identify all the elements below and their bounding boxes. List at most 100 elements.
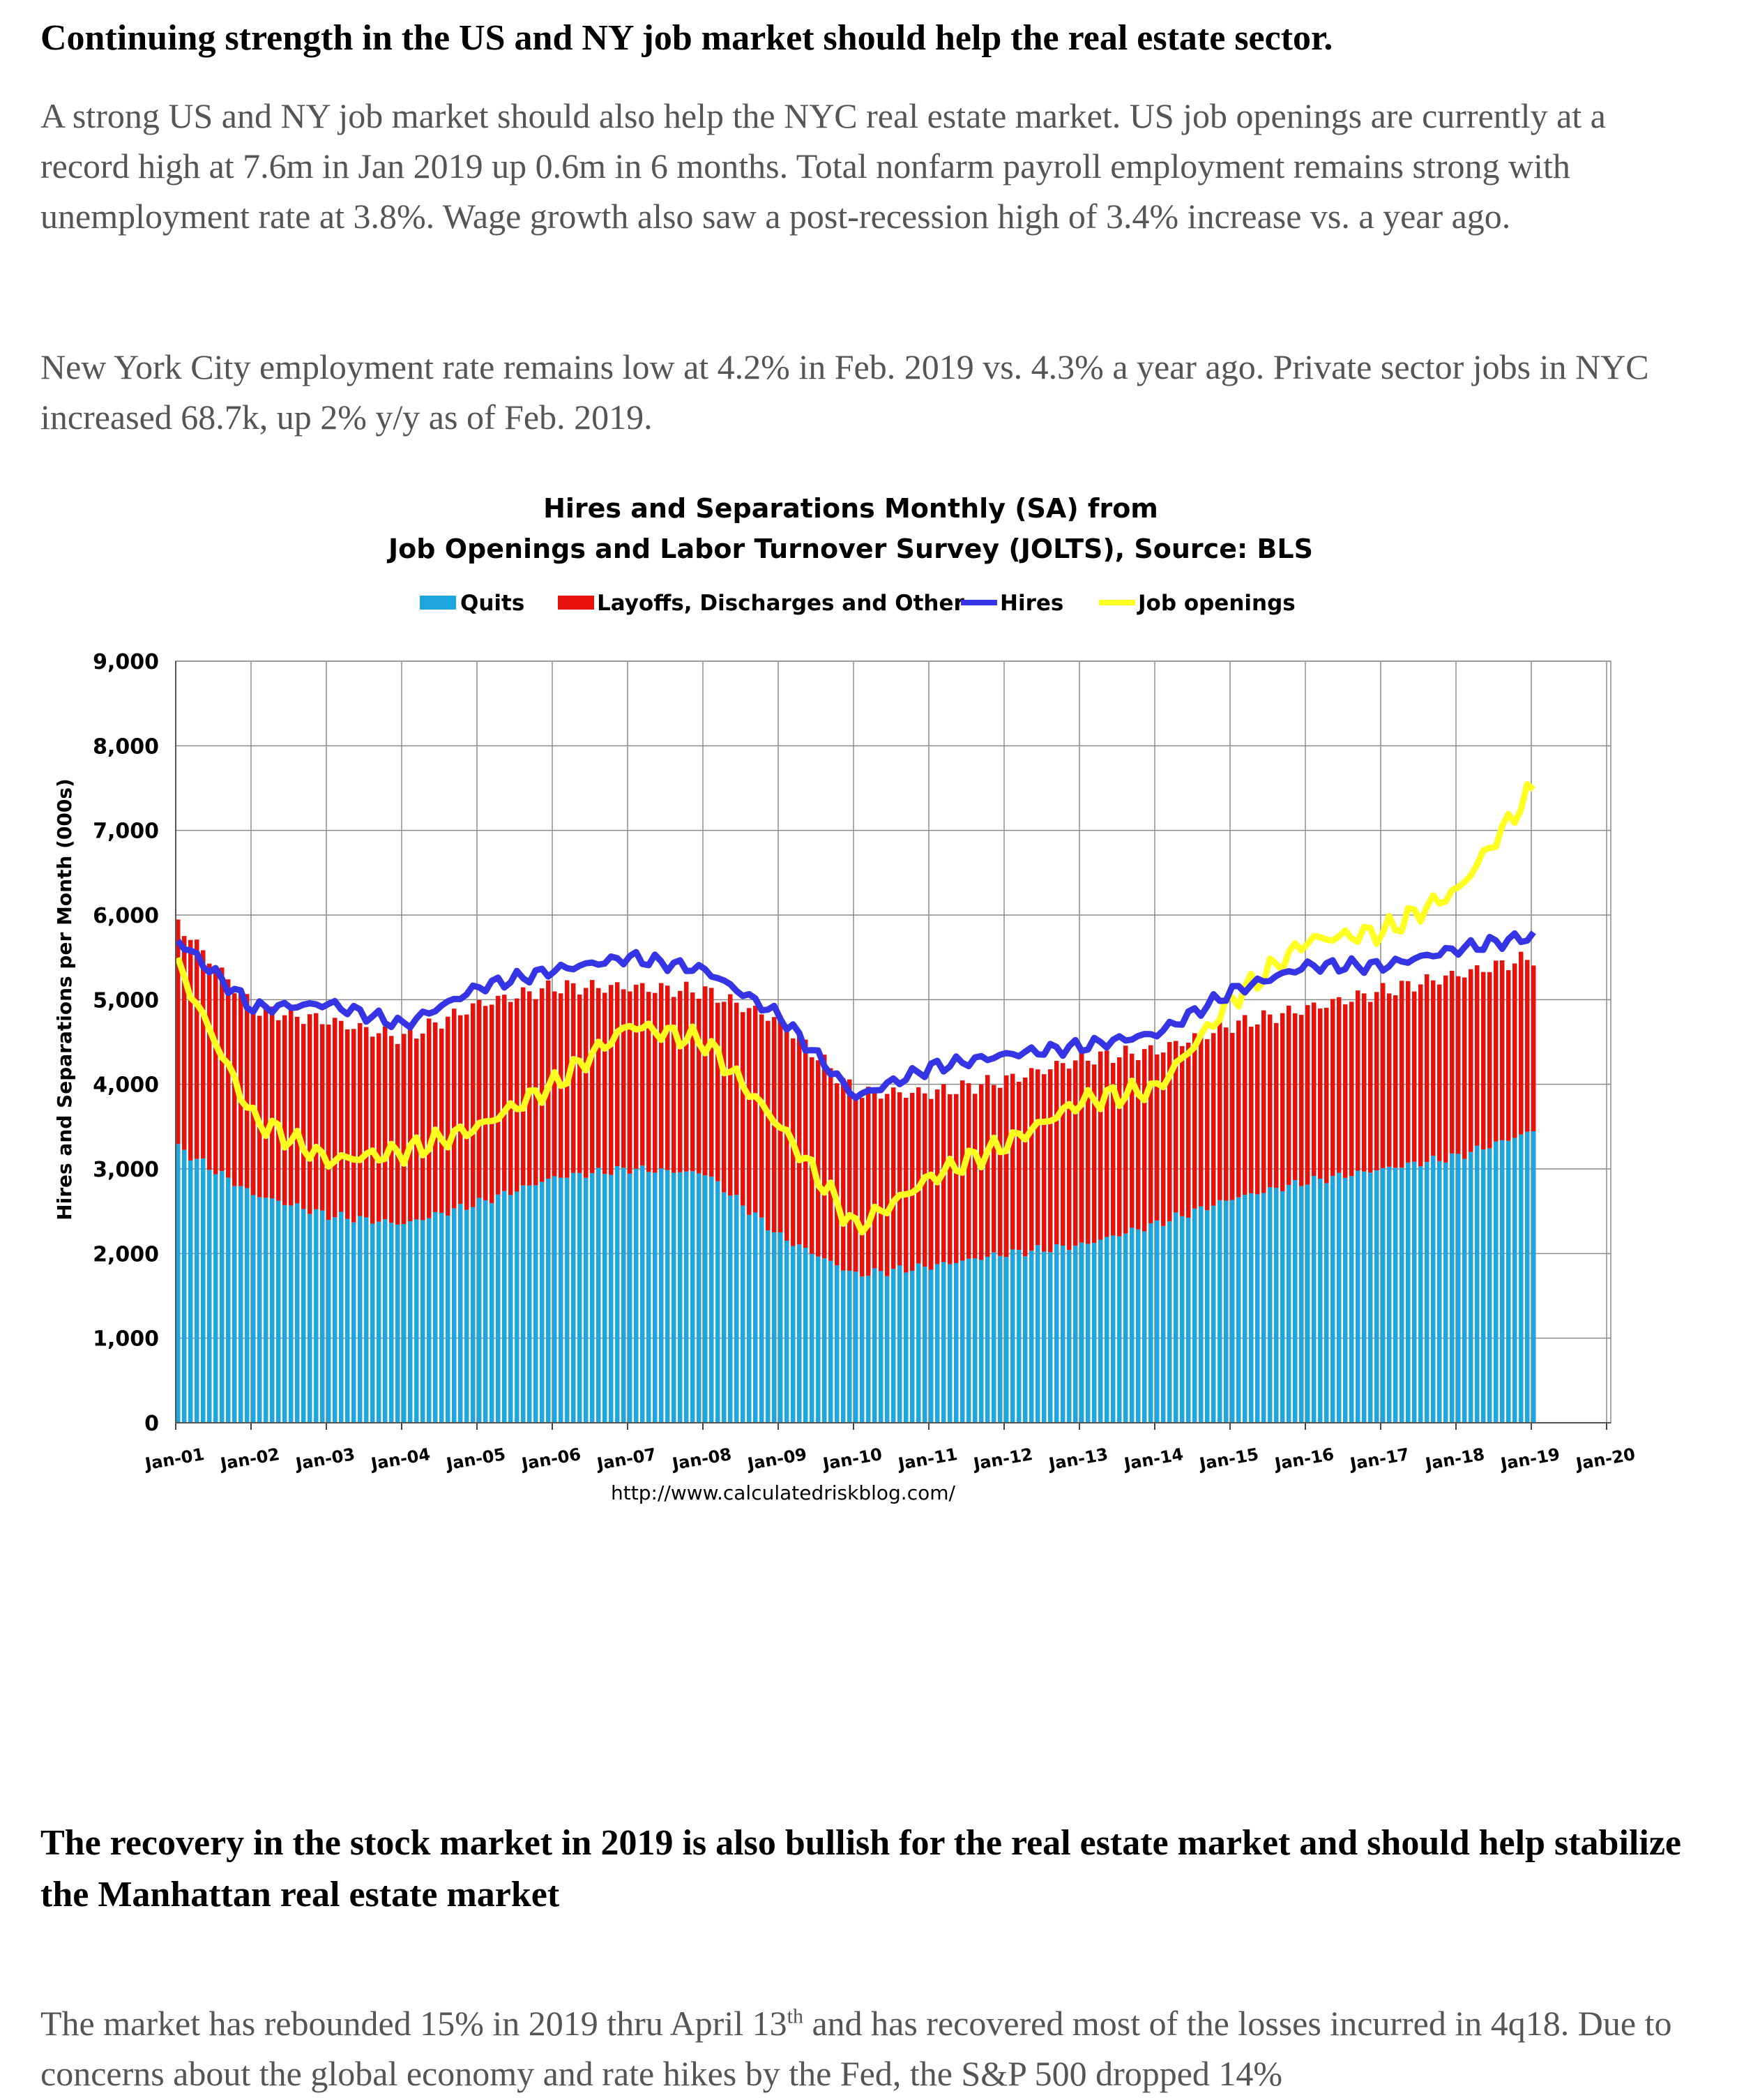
bar-quits [433,1211,438,1423]
bar-quits [232,1186,237,1423]
bar-quits [301,1209,306,1423]
bar-layoffs [1431,980,1436,1156]
bar-quits [395,1224,400,1423]
bar-layoffs [897,1092,902,1266]
bar-layoffs [759,1014,764,1218]
bar-layoffs [703,986,708,1176]
bar-quits [477,1198,482,1423]
bar-quits [1481,1149,1486,1423]
x-tick-label: Jan-17 [1347,1444,1411,1474]
bar-layoffs [176,919,181,1145]
bar-layoffs [1324,1007,1329,1184]
x-tick-label: Jan-06 [519,1444,582,1474]
bar-quits [1343,1177,1348,1423]
bar-layoffs [195,939,199,1159]
bar-quits [621,1168,626,1423]
x-tick-label: Jan-11 [895,1444,959,1474]
bar-layoffs [1249,1027,1254,1193]
bar-quits [973,1258,978,1423]
bar-quits [722,1192,727,1423]
bar-layoffs [1023,1078,1028,1257]
bar-layoffs [1393,995,1398,1168]
y-axis-label: Hires and Separations per Month (000s) [53,778,76,1221]
bar-layoffs [490,1004,494,1204]
bar-quits [1412,1161,1417,1423]
bar-quits [1211,1205,1216,1423]
paragraph-stock-market: The market has rebounded 15% in 2019 thr… [40,1998,1700,2099]
bar-layoffs [1079,1052,1084,1243]
bar-layoffs [408,1028,413,1221]
bar-quits [1299,1186,1304,1423]
bar-quits [1381,1168,1386,1423]
bar-quits [1349,1176,1354,1423]
bar-quits [1086,1244,1091,1423]
bar-layoffs [1337,997,1342,1173]
bar-quits [1249,1193,1254,1423]
bar-layoffs [1412,991,1417,1162]
bar-quits [1048,1252,1053,1423]
bar-quits [816,1256,821,1423]
bar-quits [226,1177,231,1423]
bar-quits [1506,1140,1511,1423]
bar-layoffs [521,987,526,1186]
bar-quits [264,1198,268,1423]
bar-quits [1186,1218,1191,1423]
bar-layoffs [615,982,620,1167]
bar-quits [1023,1256,1028,1423]
bar-quits [446,1216,450,1423]
bar-quits [1494,1141,1499,1423]
bar-quits [1218,1200,1222,1423]
bar-quits [960,1260,965,1423]
bar-layoffs [584,988,589,1178]
legend-label-quits: Quits [460,591,524,616]
bar-quits [584,1177,589,1423]
bar-quits [251,1195,256,1423]
bar-quits [979,1260,984,1423]
bar-quits [1105,1237,1109,1423]
bar-quits [559,1177,563,1423]
bar-quits [1425,1162,1429,1423]
bar-quits [207,1170,212,1423]
bar-layoffs [1086,1060,1091,1244]
bar-layoffs [816,1060,821,1257]
chart-lines [174,780,1536,1236]
bar-layoffs [948,1094,953,1264]
bar-quits [1061,1246,1065,1423]
y-tick-label: 8,000 [93,734,159,759]
bar-layoffs [741,1012,745,1206]
bar-quits [703,1175,708,1423]
bar-quits [1123,1233,1128,1423]
bar-quits [734,1195,739,1423]
bar-layoffs [1017,1081,1022,1251]
bar-layoffs [822,1055,827,1259]
bar-quits [1192,1208,1197,1423]
bar-layoffs [872,1089,877,1269]
bar-layoffs [1067,1068,1072,1251]
bar-layoffs [992,1085,996,1253]
bar-quits [697,1173,701,1423]
bar-quits [998,1255,1003,1423]
bar-quits [389,1223,394,1423]
paragraph-stock-text-a: The market has rebounded 15% in 2019 thr… [40,2004,787,2043]
bar-layoffs [847,1079,852,1271]
bar-layoffs [1048,1069,1053,1253]
bar-layoffs [1148,1045,1153,1224]
bar-layoffs [1205,1039,1210,1211]
bar-quits [1393,1168,1398,1423]
bar-layoffs [414,1038,419,1220]
bar-quits [1136,1229,1141,1423]
chart-source: http://www.calculatedriskblog.com/ [611,1481,955,1504]
bar-quits [471,1207,476,1423]
bar-layoffs [1174,1041,1178,1213]
bar-layoffs [552,991,557,1177]
bar-quits [822,1258,827,1423]
bar-quits [985,1256,990,1423]
x-tick-label: Jan-20 [1573,1444,1637,1474]
bar-quits [276,1200,281,1423]
bar-layoffs [571,983,576,1173]
bar-quits [527,1185,532,1423]
bar-layoffs [1381,983,1386,1168]
bar-quits [515,1191,519,1423]
bar-quits [715,1181,720,1423]
series-line-job-openings [174,780,1536,1236]
